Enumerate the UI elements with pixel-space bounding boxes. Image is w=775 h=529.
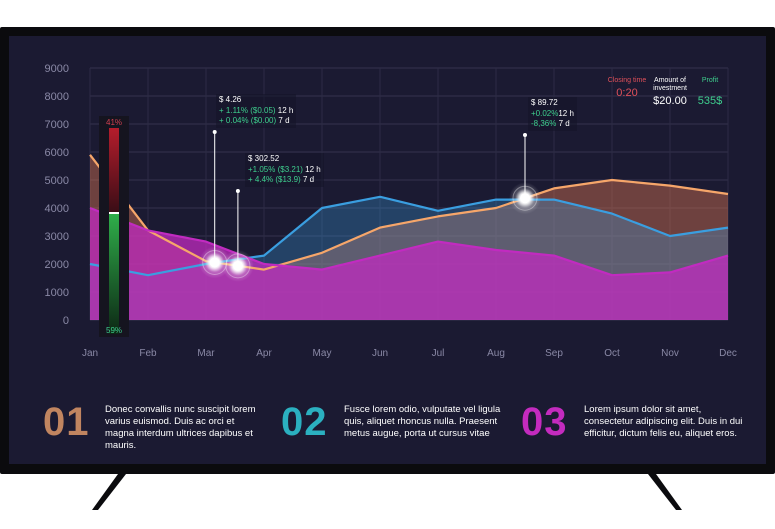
x-tick-label: Aug [487,348,505,359]
highlight-dot-3 [520,193,530,204]
y-tick-label: 1000 [45,287,69,299]
profit-label: Profit [701,77,719,84]
info-text-2: Fusce lorem odio, vulputate vel ligula q… [344,404,501,439]
y-tick-label: 6000 [45,147,69,159]
annotation-2-change-7d: + 4.4% ($13.9) [248,175,301,184]
x-tick-label: Jun [372,348,388,359]
highlight-ring-2 [225,253,251,279]
annotation-2-period-12h: 12 h [305,164,321,174]
volume-top-label: 41% [106,118,123,127]
y-tick-label: 7000 [45,119,69,131]
volume-red-bar [109,128,119,212]
annotation-3-price: $ 89.72 [531,98,558,107]
x-tick-label: May [313,348,332,359]
volume-green-bar [109,212,119,334]
x-tick-label: Oct [604,348,620,359]
investment-stat: Amount of investment $20.00 [645,77,695,107]
annotation-2-period-7d: 7 d [302,175,315,184]
annotation-1-period-7d: 7 d [278,116,290,125]
highlight-dot-1 [209,257,220,268]
area-chart: 0 1000 2000 3000 4000 5000 6000 7000 8000 9000 Ja… [45,63,737,359]
info-number-2: 02 [281,400,328,444]
x-tick-label: Jan [82,348,98,359]
profit-value: 535$ [697,95,723,107]
volume-bottom-label: 59% [106,326,123,335]
closing-time-label: Closing time [607,77,647,84]
annotation-3: $ 89.72 +0.02%12 h -8,36% 7 d [528,97,577,131]
series-area-3 [90,208,728,320]
annotation-3-period-7d: 7 d [558,119,570,128]
annotation-1-period-12h: 12 h [277,105,294,115]
tv-screen: 0 1000 2000 3000 4000 5000 6000 7000 8000 9000 Ja… [9,36,766,464]
annotation-anchor-1 [212,130,217,134]
y-tick-label: 5000 [45,175,69,187]
y-tick-label: 4000 [45,203,69,215]
x-tick-label: Sep [545,348,563,359]
y-tick-label: 3000 [45,231,69,243]
series-line-1 [89,154,729,271]
profit-stat: Profit 535$ [692,77,728,107]
annotation-2: $ 302.52 +1.05% ($3.21) 12 h + 4.4% ($13… [245,153,324,187]
y-tick-label: 8000 [45,91,69,103]
info-number-1: 01 [43,400,90,444]
annotation-2-price: $ 302.52 [248,154,280,163]
x-tick-label: Nov [661,348,679,359]
annotation-3-period-12h: 12 h [558,108,574,118]
tv-leg-right [648,474,682,510]
highlight-ring-3 [512,185,538,211]
investment-label: Amount of investment [653,77,687,92]
x-tick-label: Dec [719,348,737,359]
annotation-1-change-12h: + 1.11% ($0.05) [219,105,276,115]
x-tick-label: Mar [197,348,215,359]
annotation-1-price: $ 4.26 [219,95,242,104]
x-tick-label: Feb [139,348,157,359]
annotation-anchor-3 [523,133,527,137]
tv-leg-left [92,474,126,510]
series-line-2 [89,195,729,277]
y-tick-label: 0 [63,315,69,327]
annotation-3-change-7d: -8,36% [531,119,557,128]
closing-time-stat: Closing time 0:20 [605,77,649,99]
annotation-1-change-7d: + 0.04% ($0.00) [219,116,277,125]
x-tick-label: Apr [256,348,272,359]
y-tick-label: 2000 [45,259,69,271]
info-text-1: Donec convallis nunc suscipit lorem vari… [105,404,256,451]
closing-time-value: 0:20 [616,87,638,99]
annotation-1: $ 4.26 + 1.11% ($0.05) 12 h + 0.04% ($0.… [216,94,297,128]
series-line-3 [89,206,729,277]
annotation-anchor-2 [235,189,240,193]
investment-value: $20.00 [653,95,687,107]
info-text-3: Lorem ipsum dolor sit amet, consectetur … [584,404,743,439]
highlight-dot-2 [232,260,243,271]
annotation-2-change-12h: +1.05% ($3.21) [248,164,303,174]
x-tick-label: Jul [432,348,445,359]
info-number-3: 03 [521,400,568,444]
y-tick-label: 9000 [45,63,69,75]
annotation-3-change-12h: +0.02% [531,108,559,118]
